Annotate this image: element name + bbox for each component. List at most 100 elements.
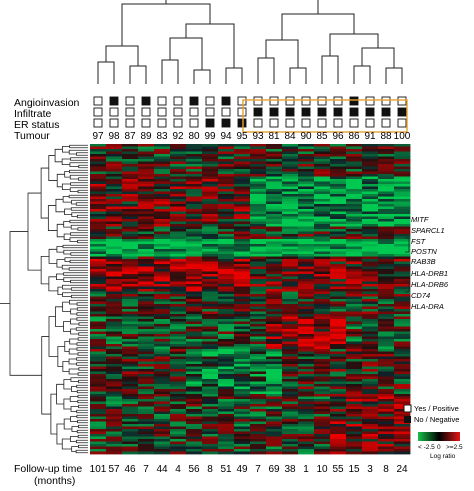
heatmap-cell [90, 404, 107, 407]
heatmap-cell [330, 426, 347, 430]
heatmap-cell [186, 321, 203, 325]
heatmap-cell [138, 164, 155, 167]
heatmap-cell [122, 249, 139, 252]
heatmap-cell [346, 179, 363, 182]
heatmap-cell [394, 339, 411, 342]
heatmap-cell [154, 231, 171, 235]
heatmap-cell [186, 411, 203, 415]
heatmap-cell [314, 349, 331, 352]
heatmap-cell [122, 451, 139, 455]
heatmap-cell [282, 186, 299, 190]
heatmap-cell [362, 426, 379, 430]
heatmap-cell [394, 424, 411, 427]
heatmap-cell [186, 216, 203, 220]
heatmap-cell [346, 244, 363, 247]
heatmap-cell [122, 244, 139, 247]
gene-dendrogram-branch [57, 346, 65, 367]
heatmap-cell [298, 444, 315, 447]
heatmap-cell [170, 451, 187, 455]
heatmap-cell [282, 259, 299, 262]
heatmap-cell [266, 226, 283, 230]
heatmap-cell [90, 189, 107, 192]
heatmap-cell [202, 311, 219, 315]
heatmap-cell [266, 431, 283, 435]
heatmap-cell [378, 194, 395, 197]
heatmap-cell [394, 284, 411, 287]
heatmap-cell [218, 411, 235, 415]
heatmap-cell [90, 451, 107, 455]
heatmap-cell [170, 379, 187, 382]
heatmap-cell [330, 221, 347, 225]
heatmap-cell [186, 441, 203, 445]
heatmap-cell [218, 344, 235, 347]
heatmap-cell [170, 209, 187, 212]
heatmap-cell [138, 309, 155, 312]
heatmap-cell [186, 344, 203, 347]
heatmap-cell [282, 391, 299, 395]
gene-dendrogram-branch [69, 237, 88, 242]
heatmap-cell [138, 284, 155, 287]
heatmap-cell [90, 169, 107, 172]
heatmap-cell [266, 151, 283, 155]
heatmap-cell [186, 374, 203, 377]
heatmap-cell [122, 379, 139, 382]
heatmap-cell [330, 204, 347, 207]
heatmap-cell [186, 389, 203, 392]
gene-dendrogram-branch [63, 249, 88, 255]
infiltrate-square [349, 107, 359, 117]
heatmap-cell [282, 354, 299, 357]
heatmap-cell [250, 191, 267, 195]
heatmap-cell [90, 334, 107, 337]
heatmap-cell [106, 184, 123, 187]
heatmap-cell [106, 361, 123, 365]
heatmap-cell [298, 249, 315, 252]
heatmap-cell [218, 239, 235, 242]
heatmap-cell [170, 271, 187, 275]
heatmap-cell [122, 154, 139, 157]
heatmap-cell [218, 361, 235, 365]
heatmap-cell [154, 266, 171, 270]
heatmap-cell [330, 194, 347, 197]
heatmap-cell [282, 224, 299, 227]
heatmap-cell [138, 419, 155, 422]
heatmap-cell [282, 341, 299, 345]
heatmap-cell [298, 401, 315, 405]
heatmap-cell [394, 371, 411, 375]
heatmap-cell [250, 244, 267, 247]
heatmap-cell [122, 396, 139, 400]
heatmap-cell [314, 421, 331, 425]
heatmap-cell [202, 381, 219, 385]
heatmap-cell [282, 409, 299, 412]
heatmap-cell [314, 296, 331, 300]
heatmap-cell [314, 334, 331, 337]
dendrogram-branch [169, 37, 203, 70]
heatmap-cell [218, 436, 235, 440]
heatmap-cell [106, 249, 123, 252]
heatmap-cell [314, 324, 331, 327]
heatmap-cell [202, 214, 219, 217]
heatmap-cell [170, 374, 187, 377]
heatmap-cell [266, 414, 283, 417]
heatmap-cell [330, 356, 347, 360]
heatmap-cell [394, 326, 411, 330]
heatmap-cell [234, 446, 251, 450]
heatmap-cell [186, 449, 203, 452]
heatmap-cell [314, 394, 331, 397]
gene-dendrogram-branch [9, 231, 42, 376]
heatmap-cell [314, 174, 331, 177]
heatmap-cell [314, 341, 331, 345]
heatmap-cell [362, 204, 379, 207]
heatmap-cell [90, 386, 107, 390]
heatmap-cell [394, 441, 411, 445]
heatmap-cell [154, 306, 171, 310]
heatmap-cell [154, 159, 171, 162]
heatmap-cell [138, 379, 155, 382]
heatmap-cell [218, 176, 235, 180]
heatmap-cell [266, 311, 283, 315]
heatmap-cell [170, 229, 187, 232]
heatmap-cell [298, 314, 315, 317]
heatmap-cell [154, 194, 171, 197]
heatmap-cell [282, 321, 299, 325]
heatmap-cell [298, 294, 315, 297]
heatmap-cell [394, 196, 411, 200]
